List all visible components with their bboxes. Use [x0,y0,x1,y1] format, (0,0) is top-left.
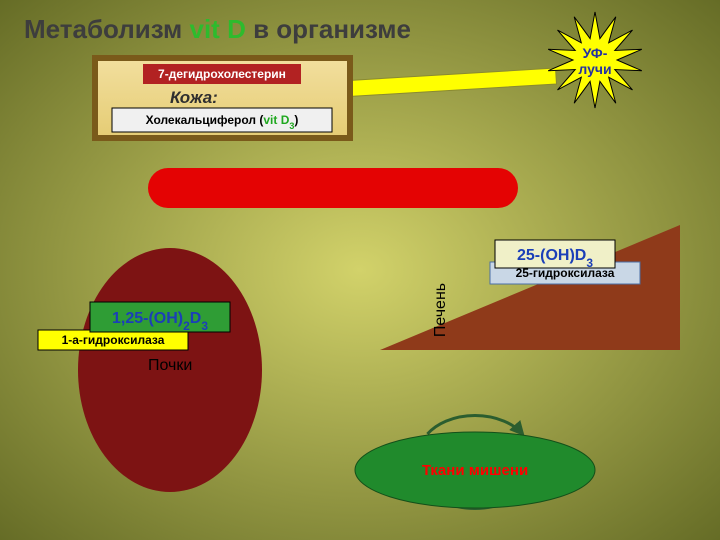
skin-box: Кожа:7-дегидрохолестеринХолекальциферол … [95,58,350,138]
diagram-svg: Метаболизм vit D в организме Кожа: 7-дегид… [0,0,720,540]
uv-star-label: УФ- [583,45,608,61]
title: Метаболизм vit D в организме [24,14,411,44]
skin-label: Кожа: [170,88,218,107]
red-bar [148,168,518,208]
uv-star-label: лучи [578,61,611,77]
dehydrocholesterol-label: 7-дегидрохолестерин [158,67,286,81]
diagram-stage: Метаболизм vit D в организме Кожа: 7-дегид… [0,0,720,540]
target-label: Ткани мишени [422,462,528,479]
kidney-label: Почки [148,357,192,374]
svg-text:Метаболизм vit D в организме: Метаболизм vit D в организме [24,14,411,44]
liver-label: Печень [432,283,449,337]
kidney-enzyme-label: 1-а-гидроксилаза [62,333,165,347]
